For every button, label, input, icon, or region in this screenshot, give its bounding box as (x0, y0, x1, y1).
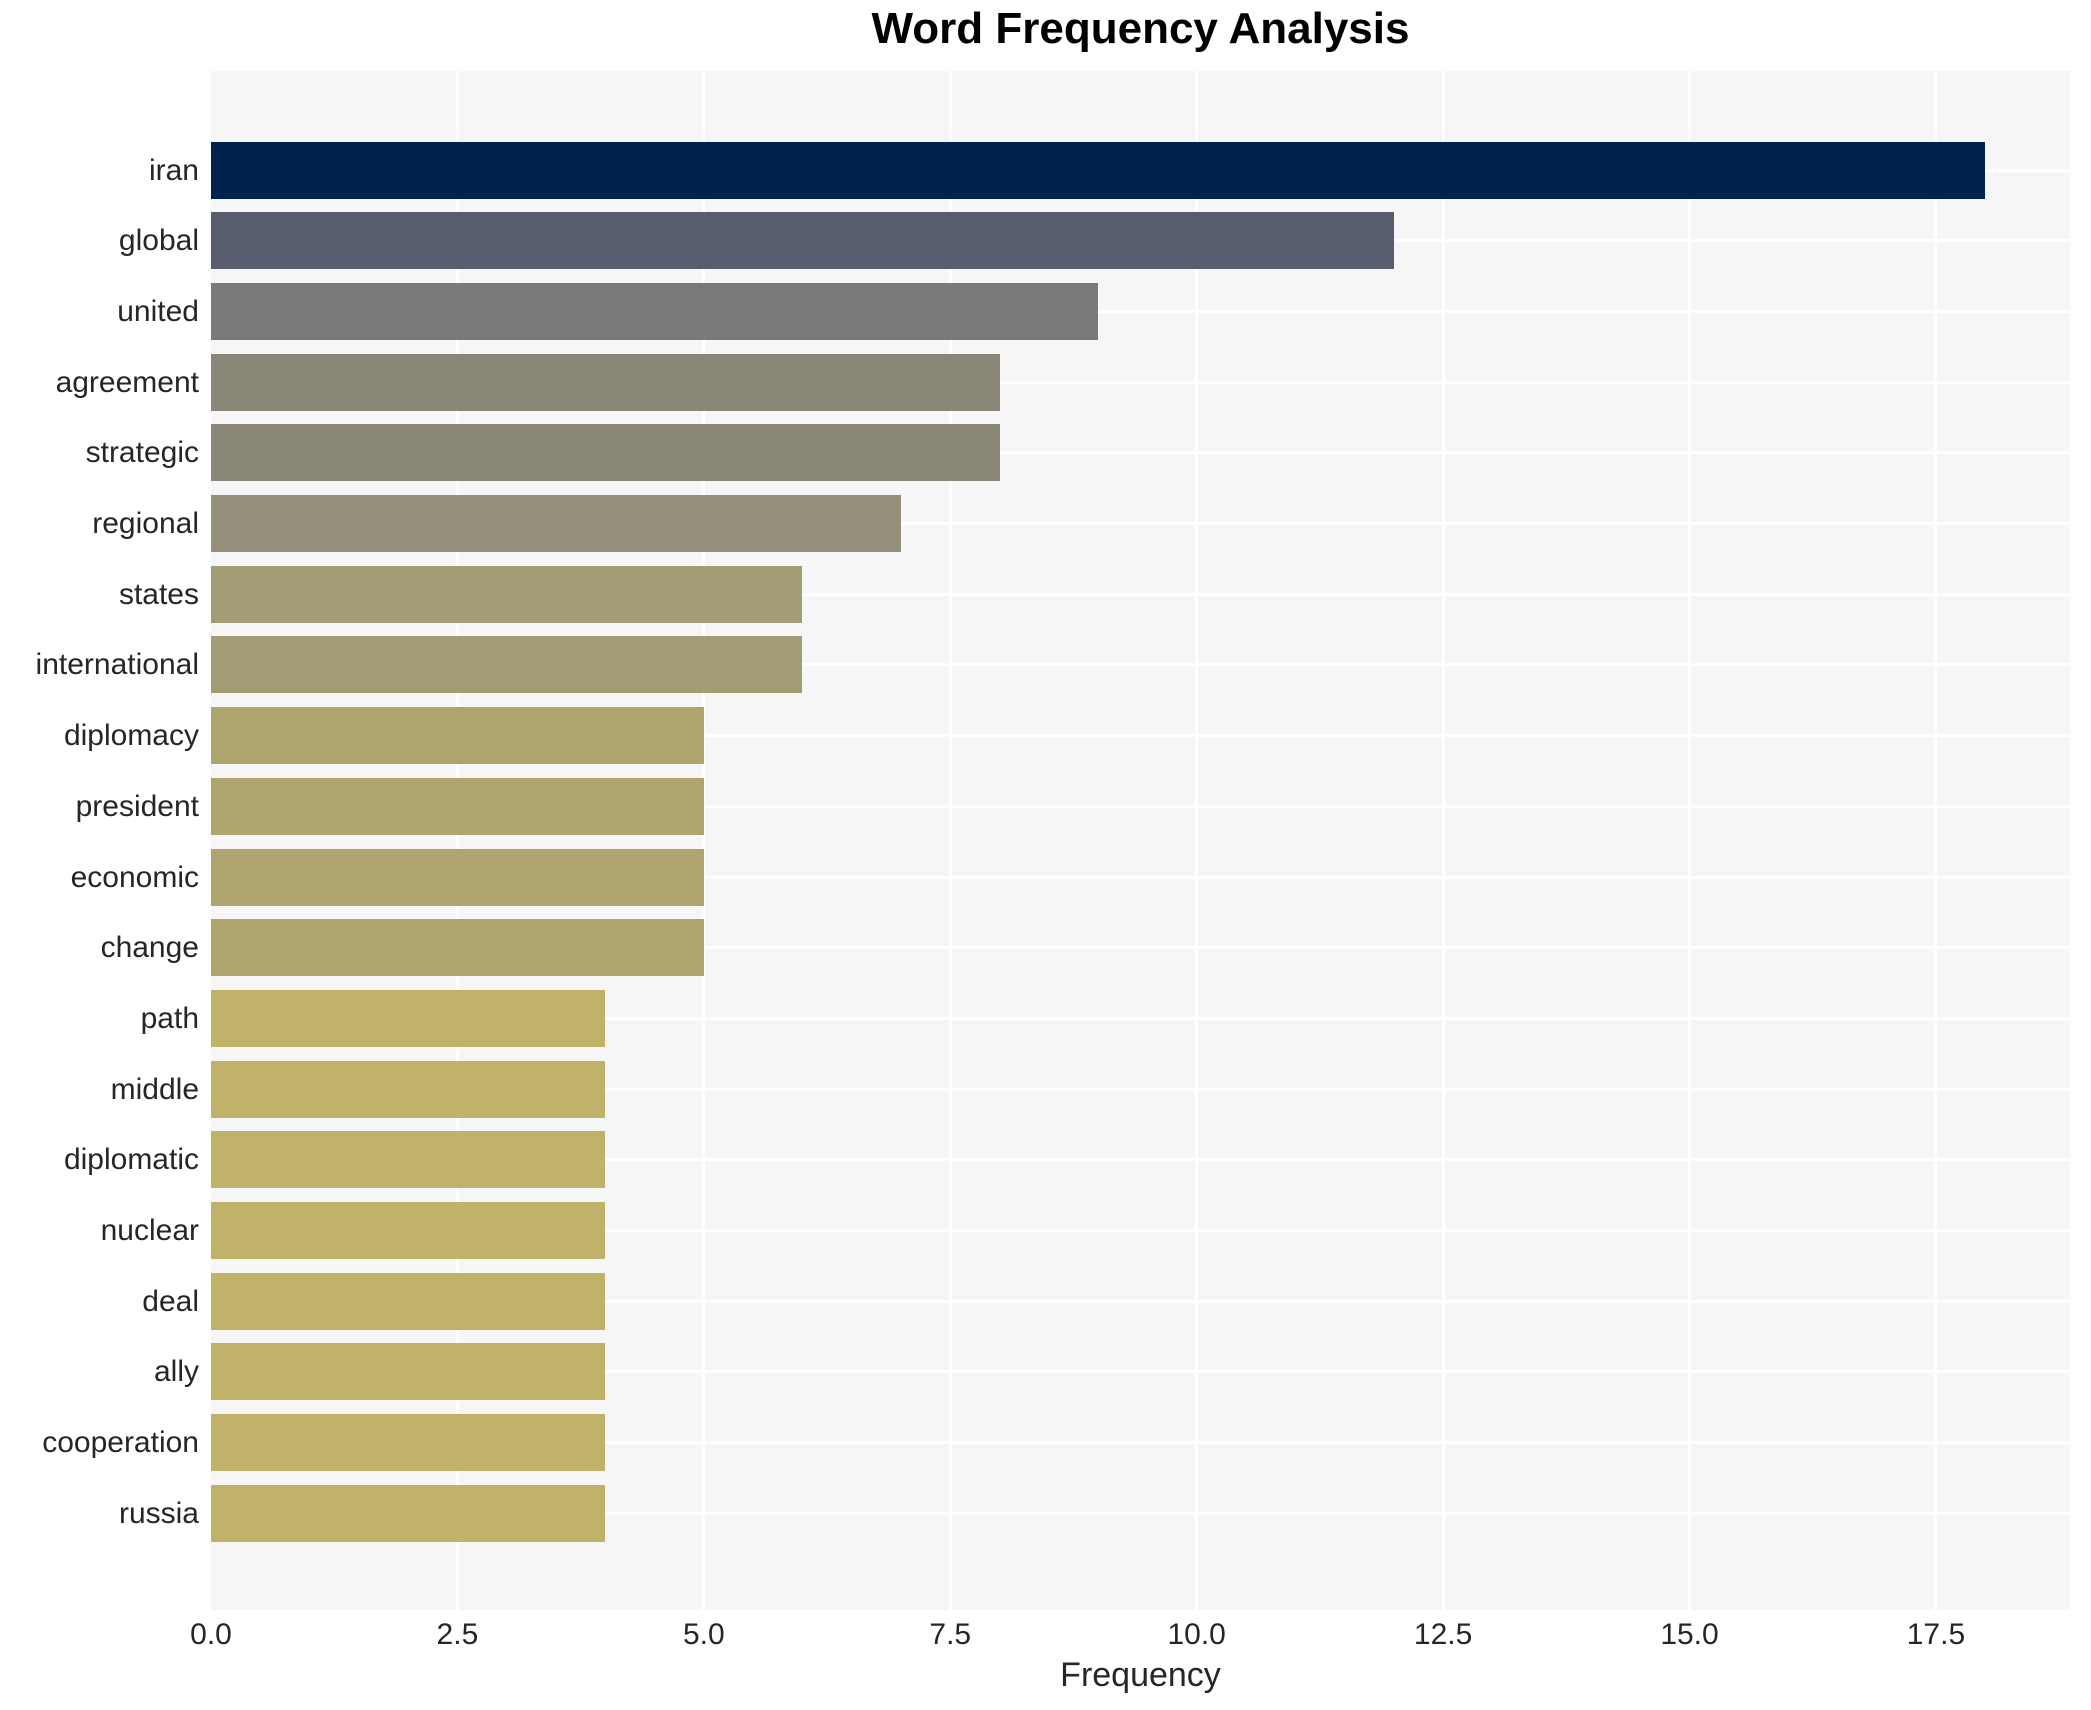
y-gridline (211, 1370, 2070, 1374)
bar-diplomatic (211, 1131, 606, 1189)
bar-strategic (211, 424, 1000, 482)
x-tick-label-17.5: 17.5 (1906, 1618, 1966, 1651)
y-tick-label-global: global (118, 224, 199, 258)
y-gridline (211, 451, 2070, 455)
bar-deal (211, 1272, 606, 1330)
y-gridline (211, 309, 2070, 313)
bar-global (211, 212, 1394, 270)
y-tick-label-president: president (75, 789, 199, 823)
y-tick-label-ally: ally (153, 1355, 199, 1389)
y-tick-label-middle: middle (110, 1072, 199, 1106)
bar-iran (211, 141, 1986, 199)
y-tick-label-iran: iran (148, 153, 199, 187)
y-gridline (211, 522, 2070, 525)
x-tick-label-12.5: 12.5 (1413, 1618, 1473, 1651)
y-gridline (211, 380, 2070, 384)
y-tick-label-deal: deal (142, 1284, 199, 1318)
y-gridline (211, 875, 2070, 879)
chart-title: Word Frequency Analysis (871, 4, 1410, 53)
x-tick-label-5.0: 5.0 (682, 1618, 725, 1651)
plot-area (211, 71, 2070, 1610)
bar-layer (211, 71, 2070, 1610)
bar-agreement (211, 353, 1000, 411)
y-tick-label-diplomatic: diplomatic (63, 1143, 199, 1177)
bar-russia (211, 1484, 606, 1542)
y-gridline (211, 1299, 2070, 1303)
x-gridline (455, 71, 459, 1610)
y-tick-label-united: united (117, 294, 199, 328)
y-tick-label-states: states (118, 577, 199, 611)
bar-economic (211, 848, 704, 906)
bar-united (211, 282, 1099, 340)
x-gridline (1195, 71, 1199, 1610)
bar-middle (211, 1060, 606, 1118)
x-gridline (1688, 71, 1692, 1610)
y-tick-label-cooperation: cooperation (42, 1426, 199, 1460)
x-gridline (1934, 71, 1938, 1610)
y-gridline (211, 804, 2070, 808)
bar-nuclear (211, 1202, 606, 1259)
y-tick-label-diplomacy: diplomacy (63, 719, 199, 753)
y-tick-label-agreement: agreement (55, 365, 199, 399)
y-tick-label-economic: economic (70, 860, 199, 894)
bar-international (211, 636, 803, 694)
y-tick-label-path: path (140, 1001, 199, 1035)
x-axis-title: Frequency (1060, 1656, 1221, 1694)
y-tick-label-international: international (35, 648, 199, 682)
y-gridline (211, 1158, 2070, 1162)
y-gridline (211, 592, 2070, 596)
y-gridline (211, 1087, 2070, 1091)
y-gridline (211, 1016, 2070, 1020)
bar-regional (211, 495, 901, 552)
y-tick-label-russia: russia (118, 1496, 199, 1530)
x-tick-label-7.5: 7.5 (929, 1618, 972, 1651)
y-tick-label-regional: regional (92, 507, 199, 540)
y-gridline (211, 734, 2070, 738)
y-gridline (211, 1441, 2070, 1445)
gridline-layer (211, 71, 2070, 1610)
y-gridline (211, 946, 2070, 950)
x-gridline (1441, 71, 1445, 1610)
bar-path (211, 989, 606, 1047)
x-tick-label-2.5: 2.5 (436, 1618, 479, 1651)
x-gridline (702, 71, 706, 1610)
y-gridline (211, 663, 2070, 667)
y-tick-label-nuclear: nuclear (100, 1214, 199, 1247)
bar-diplomacy (211, 707, 704, 765)
y-gridline (211, 1229, 2070, 1232)
y-tick-label-change: change (100, 931, 199, 965)
bar-president (211, 777, 704, 835)
x-tick-label-0.0: 0.0 (190, 1618, 232, 1651)
bar-change (211, 919, 704, 977)
x-gridline (948, 71, 952, 1610)
bar-ally (211, 1343, 606, 1401)
x-tick-label-10.0: 10.0 (1167, 1618, 1226, 1651)
y-tick-label-strategic: strategic (85, 436, 199, 470)
bar-states (211, 565, 803, 623)
x-tick-label-15.0: 15.0 (1660, 1618, 1719, 1651)
bar-cooperation (211, 1414, 606, 1472)
y-gridline (211, 1511, 2070, 1515)
